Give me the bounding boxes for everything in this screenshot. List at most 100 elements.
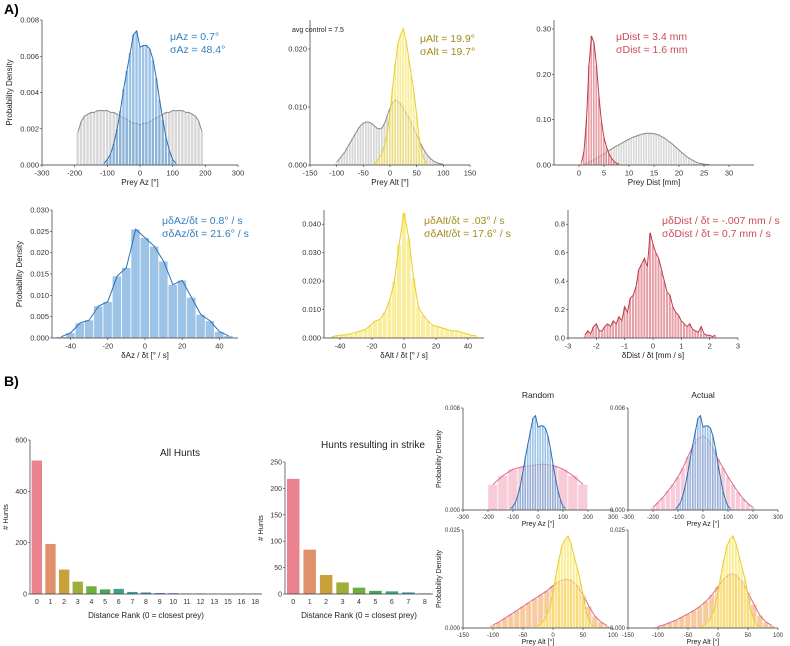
x-axis-label: Prey Dist [mm]	[628, 178, 680, 187]
histogram-bar	[363, 329, 368, 339]
x-tick-label: 18	[251, 599, 259, 606]
histogram-bar	[606, 323, 609, 339]
chart-title: Actual	[691, 390, 715, 400]
y-tick-label: 0.020	[30, 248, 49, 257]
histogram-bar	[660, 136, 663, 166]
histogram-bar	[722, 559, 726, 629]
series-actual	[533, 534, 597, 629]
chart-prey-az: -300 -200 -100 0 100 200 300 0.000 0.002 0.004 0.0…	[5, 16, 244, 188]
x-tick-label: 200	[583, 515, 594, 521]
y-tick-label: 0.020	[288, 45, 307, 54]
rank-bar	[286, 478, 300, 594]
rank-bar	[86, 586, 97, 594]
y-axis-label: # Hunts	[256, 515, 265, 541]
density-curve	[675, 414, 731, 510]
y-tick-label: 0.025	[445, 528, 461, 534]
density-curve	[584, 232, 716, 338]
y-tick-label: 0.000	[302, 334, 321, 343]
histogram-bar	[679, 320, 683, 339]
rank-bar	[154, 592, 165, 594]
histogram-bar	[590, 35, 593, 166]
x-tick-label: -40	[65, 342, 76, 351]
histogram-bar	[595, 65, 598, 166]
x-tick-label: -20	[102, 342, 113, 351]
y-tick-label: 0.010	[288, 103, 307, 112]
x-tick-label: 100	[437, 169, 450, 178]
histogram-bar	[682, 153, 686, 166]
histogram-bar	[583, 334, 587, 339]
histogram-bar	[401, 28, 405, 166]
histogram-bar	[89, 112, 93, 166]
annotation-sigma: σAz = 48.4°	[170, 44, 225, 56]
histogram-bar	[536, 426, 540, 511]
histogram-bar	[696, 418, 700, 511]
y-tick-label: 50	[274, 565, 282, 572]
x-axis-label: δAlt / δt [° / s]	[380, 351, 428, 360]
x-tick-label: 300	[608, 515, 619, 521]
y-tick-label: 0.000	[610, 508, 626, 514]
density-curve	[492, 578, 608, 627]
x-tick-label: 25	[700, 169, 708, 178]
y-tick-label: 200	[15, 540, 27, 547]
series-actual	[583, 232, 717, 339]
x-tick-label: -40	[335, 342, 346, 351]
histogram-bar	[634, 286, 638, 339]
histogram-bar	[696, 606, 703, 629]
histogram-bar	[731, 535, 735, 629]
histogram-bar	[711, 435, 715, 511]
y-tick-label: 0.6	[555, 248, 565, 257]
histogram-bar	[551, 463, 555, 511]
x-axis-label: Prey Az [°]	[121, 178, 158, 187]
histogram-bar	[657, 258, 660, 339]
x-tick-label: 2	[324, 599, 328, 606]
rank-bar	[352, 587, 366, 594]
y-tick-label: 0.025	[610, 528, 626, 534]
x-tick-label: -100	[652, 633, 665, 639]
histogram-bar	[541, 425, 545, 511]
x-tick-label: 30	[725, 169, 733, 178]
histogram-bar	[637, 134, 641, 166]
histogram-bar	[396, 43, 400, 166]
density-curve	[510, 414, 566, 510]
histogram-bar	[526, 443, 530, 511]
x-tick-label: 15	[224, 599, 232, 606]
x-tick-label: 5	[373, 599, 377, 606]
histogram-bar	[699, 415, 702, 511]
rank-bar	[336, 582, 349, 594]
rank-bar	[369, 590, 382, 594]
x-tick-label: 8	[144, 599, 148, 606]
y-tick-label: 0.005	[30, 312, 49, 321]
histogram-bar	[489, 624, 496, 629]
x-tick-label: 4	[89, 599, 93, 606]
x-tick-label: -300	[34, 169, 49, 178]
histogram-bar	[84, 319, 94, 339]
chart-all-hunts: 0 1 2 3 4 5 6 7 8 9 10 11 12 13 15 16 180200400600Distan…	[1, 438, 262, 620]
y-tick-label: 0.025	[30, 227, 49, 236]
histogram-bar	[750, 507, 756, 511]
x-tick-label: 20	[178, 342, 186, 351]
histogram-bar	[404, 40, 408, 166]
annotation-mu: μδAz/δt = 0.8° / s	[162, 215, 243, 227]
x-tick-label: 300	[773, 515, 784, 521]
histogram-bar	[642, 133, 646, 166]
histogram-bar	[645, 266, 649, 339]
histogram-bar	[531, 418, 535, 511]
histogram-bar	[196, 121, 201, 166]
chart-delta-alt: -40 -20 0 20 40 0.000 0.010 0.020 0.030 0.040 δAlt…	[302, 210, 511, 360]
series-actual	[509, 414, 567, 511]
histogram-bar	[367, 121, 370, 166]
x-tick-label: 0	[35, 599, 39, 606]
histogram-bar	[449, 330, 455, 339]
density-curve	[373, 27, 428, 165]
density-curve	[331, 212, 477, 338]
histogram-bar	[668, 295, 672, 339]
histogram-bar	[627, 138, 631, 166]
histogram-bar	[415, 306, 421, 339]
histogram-bar	[687, 158, 691, 166]
histogram-bar	[617, 144, 621, 166]
histogram-bar	[734, 543, 738, 629]
x-tick-label: -150	[457, 633, 470, 639]
histogram-bar	[677, 149, 681, 166]
histogram-bar	[625, 140, 628, 166]
x-axis-label: Prey Alt [°]	[687, 638, 720, 646]
